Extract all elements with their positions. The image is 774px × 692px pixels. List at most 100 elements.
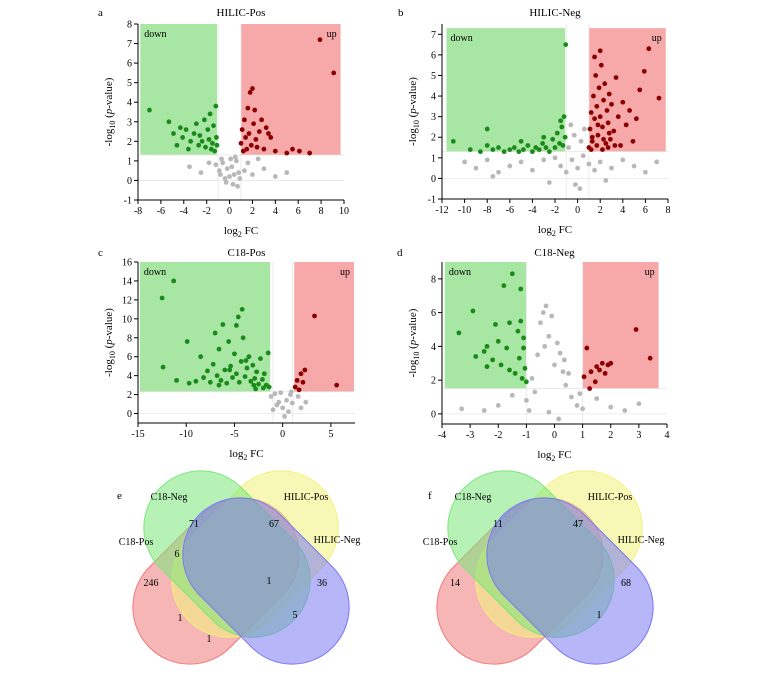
ns-point	[526, 408, 532, 413]
y-tick-label: 0	[127, 176, 132, 187]
ns-point	[284, 170, 290, 176]
up-point	[594, 103, 600, 109]
down-point	[193, 378, 199, 384]
up-point	[646, 46, 652, 52]
up-point	[609, 101, 614, 107]
down-point	[210, 361, 216, 367]
down-point	[228, 363, 233, 369]
down-point	[233, 323, 239, 328]
up-point	[647, 355, 653, 361]
ns-point	[261, 166, 267, 172]
up-region	[582, 262, 659, 389]
down-point	[478, 149, 483, 155]
up-point	[600, 147, 605, 152]
down-point	[220, 322, 226, 327]
up-point	[259, 117, 264, 123]
set-label: HILIC-Neg	[618, 535, 665, 546]
up-point	[599, 360, 605, 366]
x-tick-label: -4	[528, 205, 536, 216]
down-point	[507, 367, 512, 373]
ns-point	[643, 169, 648, 175]
y-tick-label: 0	[127, 409, 132, 420]
down-point	[501, 283, 507, 289]
up-point	[598, 62, 604, 68]
ns-point	[592, 167, 597, 173]
down-point	[198, 354, 204, 360]
down-point	[206, 136, 212, 142]
up-point	[595, 122, 601, 128]
up-label: up	[645, 267, 655, 278]
y-axis-label-tail: (	[407, 345, 419, 352]
up-point	[602, 81, 608, 87]
ns-point	[255, 156, 261, 162]
y-axis-label-pre: -log	[407, 359, 419, 377]
ns-point	[556, 416, 562, 422]
ns-point	[234, 158, 239, 164]
down-point	[184, 339, 190, 344]
ns-point	[289, 400, 295, 406]
ns-point	[622, 408, 628, 413]
x-tick-label: -12	[435, 205, 448, 216]
down-point	[495, 338, 501, 344]
x-tick-label: -8	[483, 205, 491, 216]
x-axis-label-tail: FC	[242, 225, 258, 237]
up-point	[250, 86, 255, 91]
down-point	[207, 111, 213, 117]
down-point	[166, 119, 172, 125]
up-point	[307, 150, 313, 156]
ns-point	[541, 157, 547, 163]
down-point	[243, 358, 249, 363]
down-point	[481, 349, 487, 354]
down-point	[521, 335, 526, 341]
x-tick-label: 0	[552, 430, 557, 441]
up-point	[300, 379, 306, 385]
down-point	[227, 367, 233, 373]
set-label: C18-Pos	[119, 537, 154, 548]
y-axis-label-sub: 10	[412, 352, 421, 360]
x-tick-label: 0	[227, 206, 232, 217]
down-point	[213, 103, 219, 109]
count-hilicneg-only: 36	[317, 578, 327, 589]
down-point	[205, 368, 210, 374]
ns-point	[549, 313, 555, 319]
ns-point	[608, 404, 614, 410]
down-point	[484, 343, 490, 349]
down-point	[519, 376, 525, 381]
x-axis-label-tail: FC	[556, 224, 572, 236]
down-point	[201, 117, 207, 123]
ns-point	[484, 157, 490, 163]
down-point	[160, 364, 166, 370]
down-point	[265, 350, 271, 356]
ns-point	[218, 172, 223, 177]
ns-point	[236, 170, 242, 176]
ns-point	[575, 165, 580, 171]
x-tick-label: 6	[643, 205, 648, 216]
count-c18neg-only: 11	[493, 519, 503, 530]
down-point	[552, 145, 558, 150]
down-point	[185, 146, 191, 152]
up-point	[611, 128, 617, 134]
down-point	[230, 375, 235, 380]
ns-point	[529, 376, 535, 381]
down-point	[525, 143, 531, 148]
ns-point	[552, 362, 557, 368]
up-point	[263, 125, 269, 131]
down-point	[511, 145, 517, 150]
ns-point	[280, 405, 286, 411]
up-point	[601, 136, 606, 142]
down-point	[563, 42, 569, 47]
ns-point	[272, 391, 278, 397]
up-point	[620, 99, 626, 105]
ns-point	[546, 180, 552, 185]
up-point	[584, 345, 590, 351]
down-point	[484, 126, 490, 132]
x-tick-label: -3	[466, 430, 474, 441]
ns-point	[597, 159, 603, 165]
up-point	[592, 54, 597, 60]
ns-point	[473, 165, 479, 171]
down-point	[246, 354, 252, 360]
y-axis-label-sub: 10	[412, 120, 421, 128]
ns-point	[560, 369, 566, 375]
y-tick-label: 6	[127, 352, 132, 363]
x-tick-label: 2	[250, 206, 255, 217]
